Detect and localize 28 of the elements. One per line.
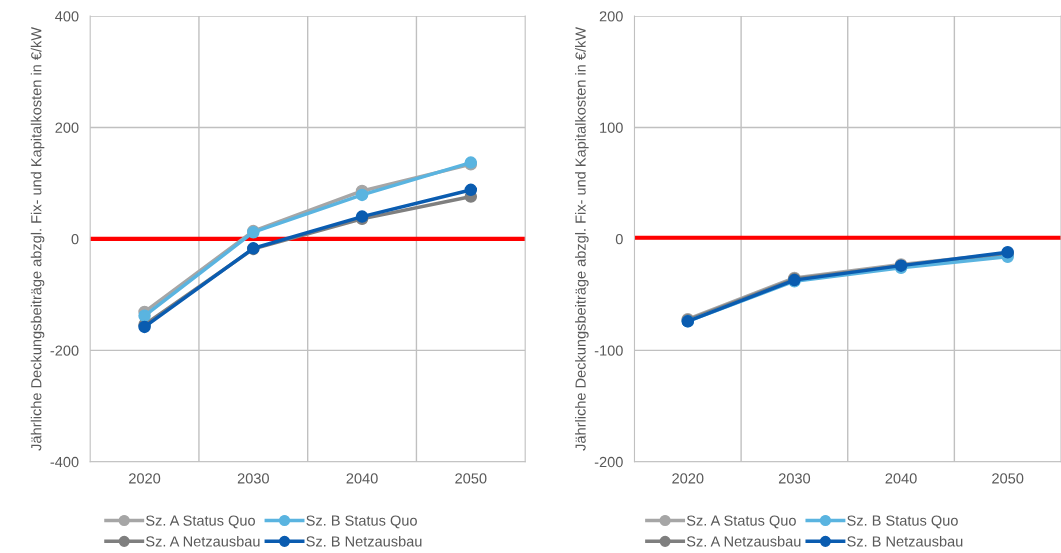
y-tick-label: 200 (599, 11, 623, 22)
x-tick-label: 2040 (885, 473, 917, 484)
y-tick-label: -100 (594, 345, 623, 356)
y-axis-title: Jährliche Deckungsbeiträge abzgl. Fix- und Kapitalkosten in €/kW (575, 26, 589, 451)
x-tick-label: 2050 (455, 473, 487, 484)
x-tick-label: 2020 (672, 473, 704, 484)
legend-label: Sz. A Netzausbau (146, 535, 260, 547)
x-tick-label: 2050 (992, 473, 1024, 484)
y-axis-title: Jährliche Deckungsbeiträge abzgl. Fix- und Kapitalkosten in €/kW (30, 26, 45, 451)
legend-label: Sz. B Status Quo (306, 515, 417, 529)
y-tick-label: 200 (55, 122, 79, 133)
legend-label: Sz. A Status Quo (146, 515, 255, 529)
x-tick-label: 2030 (778, 473, 811, 484)
legend-label: Sz. B Netzausbau (306, 535, 422, 547)
y-tick-label: 100 (600, 122, 623, 133)
legend-label: Sz. A Status Quo (686, 515, 796, 529)
y-tick-label: 0 (71, 234, 79, 245)
y-tick-label: -200 (50, 345, 79, 356)
legend-label: Sz. A Netzausbau (686, 535, 801, 547)
x-tick-label: 2040 (346, 473, 378, 484)
legend-label: Sz. B Status Quo (847, 515, 958, 529)
x-tick-label: 2020 (129, 473, 161, 484)
y-tick-label: -200 (594, 456, 623, 468)
y-tick-label: 0 (615, 234, 623, 245)
y-tick-label: -400 (50, 456, 79, 468)
legend-label: Sz. B Netzausbau (847, 535, 963, 547)
x-tick-label: 2030 (237, 473, 269, 484)
y-tick-label: 400 (55, 11, 79, 22)
